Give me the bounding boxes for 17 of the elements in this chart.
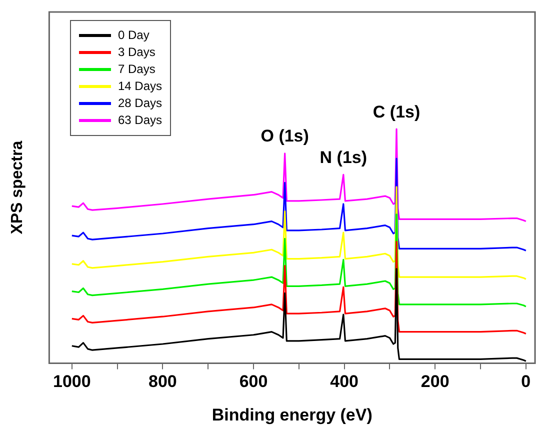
x-tick-label: 600 <box>239 372 268 392</box>
x-tick-label: 400 <box>330 372 358 392</box>
x-tick-label: 0 <box>521 372 531 392</box>
legend-label: 28 Days <box>118 95 162 112</box>
x-tick-label: 200 <box>420 372 450 392</box>
annotation: O (1s) <box>260 126 309 146</box>
y-axis-title: XPS spectra <box>9 140 26 234</box>
annotation: N (1s) <box>320 148 368 167</box>
legend-label: 3 Days <box>118 44 156 61</box>
legend-label: 0 Day <box>118 27 150 44</box>
legend-label: 63 Days <box>118 112 162 129</box>
annotation: C (1s) <box>372 102 420 122</box>
x-tick-label: 800 <box>148 372 177 392</box>
x-tick-label: 1000 <box>52 372 91 392</box>
legend-label: 7 Days <box>118 61 156 78</box>
x-axis-title: Binding energy (eV) <box>212 405 372 424</box>
legend-label: 14 Days <box>118 78 162 95</box>
